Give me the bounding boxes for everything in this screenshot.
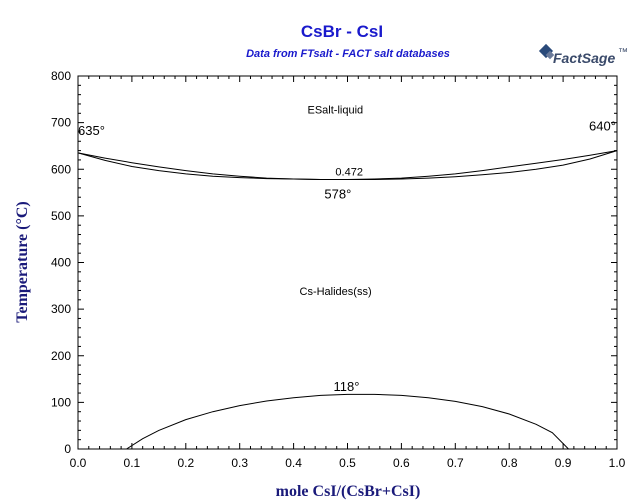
miscibility-gap-curve [126, 393, 569, 450]
logo-trademark: ™ [618, 47, 628, 58]
x-tick-label: 0.8 [501, 456, 518, 470]
label-578: 578° [324, 187, 351, 202]
y-axis-label: Temperature (°C) [14, 201, 31, 322]
x-tick-label: 0.3 [231, 456, 248, 470]
x-tick-label: 0.6 [393, 456, 410, 470]
label-118: 118° [334, 379, 360, 394]
label-cs-halides-ss: Cs-Halides(ss) [300, 286, 372, 298]
chart-annotations: 635° 640° ESalt-liquid 0.472 578° Cs-Halides(… [78, 104, 616, 394]
x-tick-label: 0.5 [339, 456, 356, 470]
x-tick-label: 0.7 [447, 456, 464, 470]
label-640: 640° [589, 119, 616, 134]
logo-text: FactSage [553, 50, 615, 66]
phase-boundary-curves [77, 150, 618, 450]
x-tick-label: 0.2 [177, 456, 194, 470]
y-tick-label: 100 [51, 395, 71, 409]
factsage-logo: FactSage ™ [538, 43, 628, 66]
axis-tick-labels: 0.0 0.1 0.2 0.3 0.4 0.5 0.6 0.7 0.8 0.9 1.0 0 100 200… [51, 69, 626, 470]
y-tick-label: 600 [51, 162, 71, 176]
x-tick-label: 0.0 [70, 456, 87, 470]
chart-subtitle: Data from FTsalt - FACT salt databases [246, 48, 450, 60]
y-tick-label: 300 [51, 302, 71, 316]
x-tick-label: 0.1 [124, 456, 141, 470]
y-tick-label: 0 [64, 442, 71, 456]
y-tick-label: 500 [51, 209, 71, 223]
x-axis-label: mole CsI/(CsBr+CsI) [276, 483, 421, 500]
label-salt-liquid: ESalt-liquid [308, 104, 364, 116]
x-tick-label: 0.4 [285, 456, 302, 470]
x-tick-label: 1.0 [609, 456, 626, 470]
x-tick-label: 0.9 [555, 456, 572, 470]
label-635: 635° [78, 123, 105, 138]
label-minimum-composition: 0.472 [335, 167, 363, 179]
y-tick-label: 200 [51, 349, 71, 363]
axis-ticks [77, 75, 618, 450]
chart-title: CsBr - CsI [301, 22, 383, 41]
y-tick-label: 700 [51, 116, 71, 130]
y-tick-label: 800 [51, 69, 71, 83]
y-tick-label: 400 [51, 256, 71, 270]
factsage-logo-mark [538, 43, 555, 60]
solidus-curve [77, 150, 618, 180]
